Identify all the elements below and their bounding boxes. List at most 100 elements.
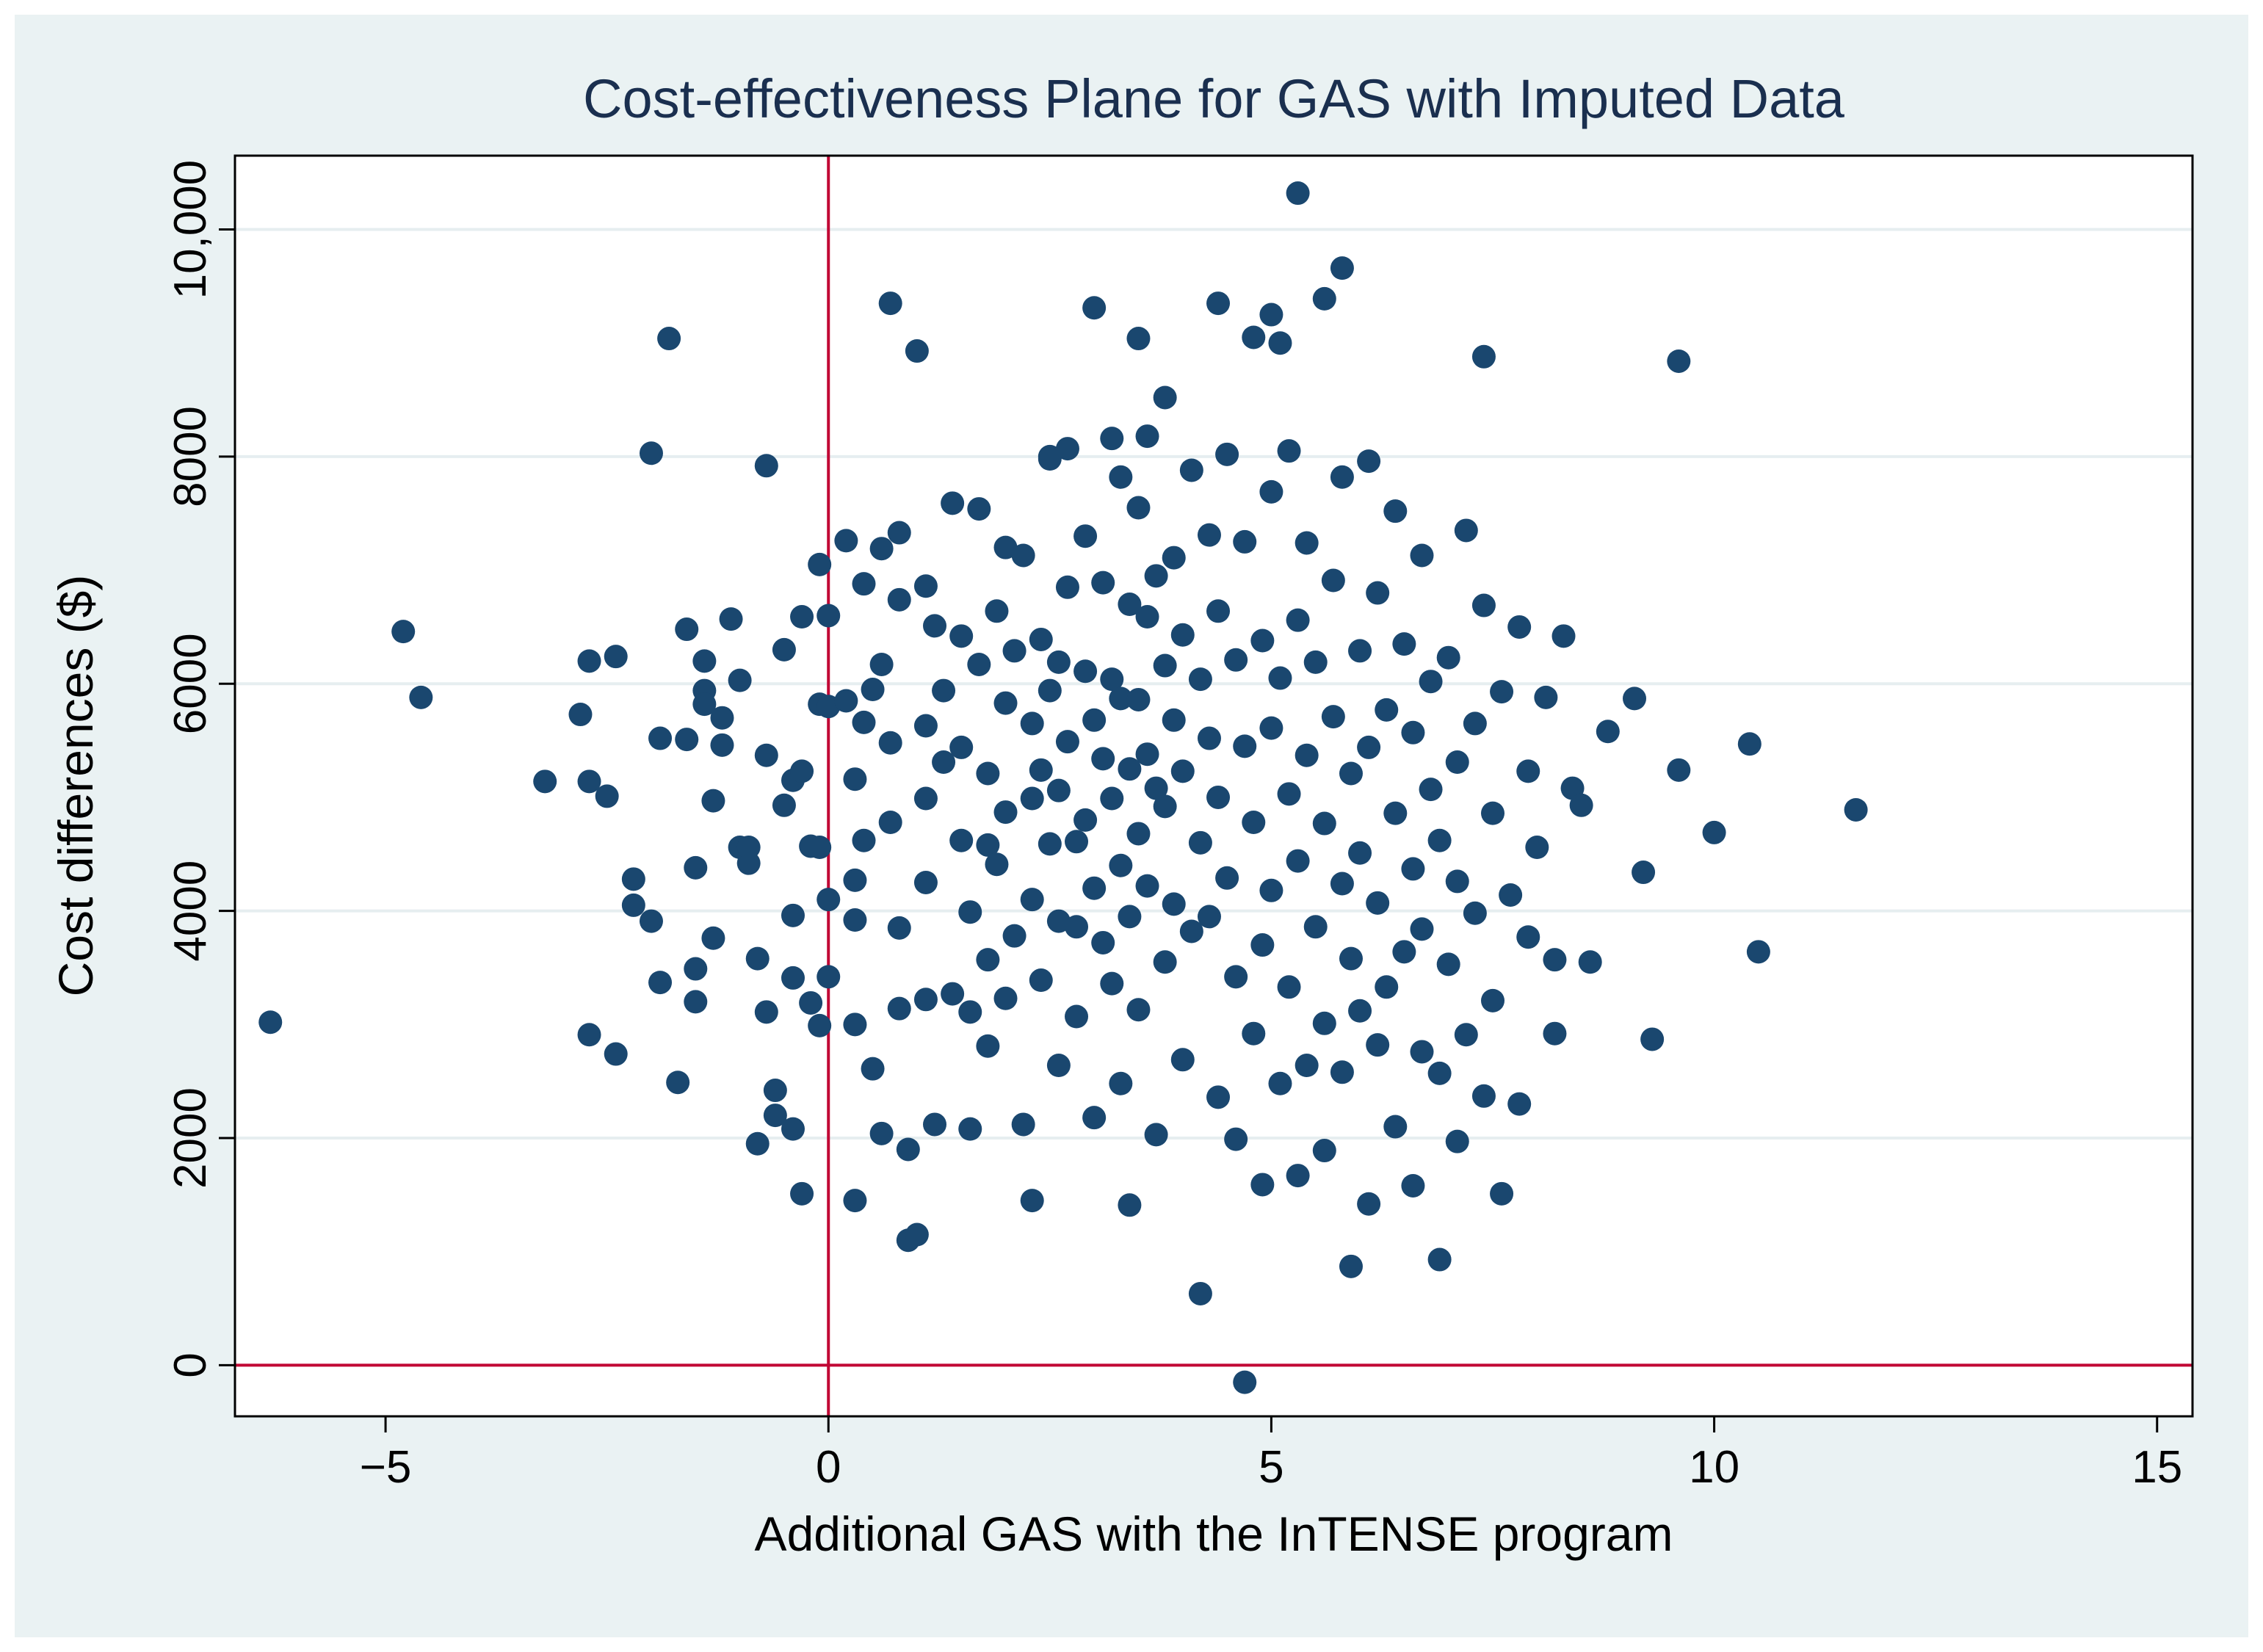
chart-title: Cost-effectiveness Plane for GAS with Im… bbox=[583, 68, 1845, 129]
data-point-48 bbox=[781, 1117, 805, 1141]
data-point-139 bbox=[1065, 830, 1089, 854]
data-point-4 bbox=[577, 769, 601, 794]
data-point-28 bbox=[701, 926, 725, 950]
data-point-193 bbox=[1206, 1085, 1231, 1109]
data-point-86 bbox=[905, 1222, 929, 1247]
data-point-233 bbox=[1330, 465, 1354, 489]
data-point-181 bbox=[1162, 892, 1186, 916]
y-tick-label: 2000 bbox=[165, 1087, 216, 1189]
data-point-191 bbox=[1197, 726, 1221, 750]
data-point-115 bbox=[993, 800, 1018, 825]
data-point-31 bbox=[719, 607, 743, 631]
data-point-93 bbox=[923, 1112, 947, 1137]
data-point-97 bbox=[941, 982, 965, 1006]
data-point-247 bbox=[1375, 698, 1399, 722]
data-point-284 bbox=[1516, 925, 1540, 949]
data-point-29 bbox=[710, 706, 734, 730]
data-point-256 bbox=[1401, 857, 1425, 881]
data-point-143 bbox=[1073, 659, 1098, 684]
data-point-204 bbox=[1242, 325, 1266, 349]
y-axis-label: Cost differences ($) bbox=[48, 575, 103, 997]
data-point-102 bbox=[958, 900, 982, 924]
y-tick-label: 0 bbox=[165, 1352, 216, 1377]
y-tick-label: 10,000 bbox=[165, 160, 216, 300]
data-point-298 bbox=[1667, 349, 1691, 373]
data-point-94 bbox=[923, 614, 947, 638]
data-point-209 bbox=[1259, 479, 1283, 504]
data-point-51 bbox=[790, 759, 814, 783]
data-point-15 bbox=[639, 909, 663, 933]
data-point-125 bbox=[1029, 627, 1053, 651]
data-point-291 bbox=[1569, 793, 1593, 817]
data-point-41 bbox=[763, 1079, 787, 1103]
data-point-134 bbox=[1046, 909, 1071, 933]
data-point-135 bbox=[1046, 1054, 1071, 1078]
data-point-274 bbox=[1471, 593, 1496, 617]
data-point-241 bbox=[1357, 449, 1381, 474]
data-point-113 bbox=[993, 535, 1018, 559]
data-point-283 bbox=[1516, 759, 1540, 783]
data-point-11 bbox=[621, 867, 645, 891]
data-point-6 bbox=[568, 703, 593, 727]
data-point-120 bbox=[1011, 543, 1035, 568]
data-point-87 bbox=[905, 339, 929, 363]
data-point-263 bbox=[1427, 1061, 1452, 1085]
data-point-279 bbox=[1490, 1181, 1514, 1206]
data-point-146 bbox=[1082, 708, 1107, 732]
data-point-145 bbox=[1082, 296, 1107, 320]
data-point-3 bbox=[533, 769, 557, 794]
data-point-90 bbox=[913, 786, 938, 811]
data-point-309 bbox=[1126, 327, 1151, 351]
data-point-188 bbox=[1188, 830, 1212, 855]
data-point-299 bbox=[1702, 820, 1726, 844]
data-point-301 bbox=[1746, 940, 1770, 964]
data-point-162 bbox=[1118, 905, 1142, 929]
data-point-236 bbox=[1339, 761, 1363, 786]
data-point-206 bbox=[1250, 628, 1275, 653]
data-point-261 bbox=[1419, 670, 1443, 694]
data-point-203 bbox=[1242, 810, 1266, 834]
data-point-229 bbox=[1312, 1139, 1336, 1163]
data-point-268 bbox=[1445, 1129, 1469, 1153]
data-point-175 bbox=[1153, 385, 1177, 410]
data-point-101 bbox=[949, 828, 974, 852]
data-point-42 bbox=[763, 1104, 787, 1128]
data-point-235 bbox=[1339, 946, 1363, 971]
data-point-20 bbox=[675, 728, 699, 752]
data-point-297 bbox=[1667, 758, 1691, 782]
data-point-294 bbox=[1623, 686, 1647, 711]
data-point-99 bbox=[949, 624, 974, 648]
data-point-109 bbox=[976, 948, 1000, 972]
data-point-200 bbox=[1224, 1127, 1248, 1151]
data-point-148 bbox=[1082, 1106, 1107, 1130]
data-point-131 bbox=[1038, 447, 1062, 471]
data-point-201 bbox=[1233, 529, 1257, 554]
data-point-105 bbox=[967, 497, 991, 521]
data-point-219 bbox=[1286, 608, 1310, 632]
data-point-132 bbox=[1046, 650, 1071, 674]
data-point-288 bbox=[1543, 948, 1567, 972]
data-point-196 bbox=[1215, 442, 1239, 466]
data-point-153 bbox=[1100, 667, 1124, 692]
data-point-248 bbox=[1375, 975, 1399, 999]
data-point-38 bbox=[754, 454, 778, 478]
data-point-96 bbox=[932, 750, 956, 775]
data-point-271 bbox=[1454, 1023, 1478, 1047]
data-point-25 bbox=[692, 649, 717, 673]
data-point-123 bbox=[1020, 888, 1044, 912]
data-point-12 bbox=[621, 893, 645, 917]
data-point-159 bbox=[1109, 1071, 1133, 1095]
data-point-77 bbox=[878, 291, 902, 316]
data-point-78 bbox=[878, 731, 902, 755]
data-point-150 bbox=[1091, 747, 1115, 771]
data-point-304 bbox=[1286, 181, 1310, 206]
data-point-21 bbox=[684, 855, 708, 880]
data-point-110 bbox=[976, 1034, 1000, 1058]
y-tick-label: 8000 bbox=[165, 406, 216, 507]
data-point-250 bbox=[1383, 1115, 1408, 1139]
data-point-212 bbox=[1268, 331, 1292, 355]
data-point-152 bbox=[1100, 427, 1124, 451]
data-point-92 bbox=[913, 988, 938, 1012]
data-point-124 bbox=[1020, 1189, 1044, 1213]
data-point-272 bbox=[1463, 711, 1487, 736]
